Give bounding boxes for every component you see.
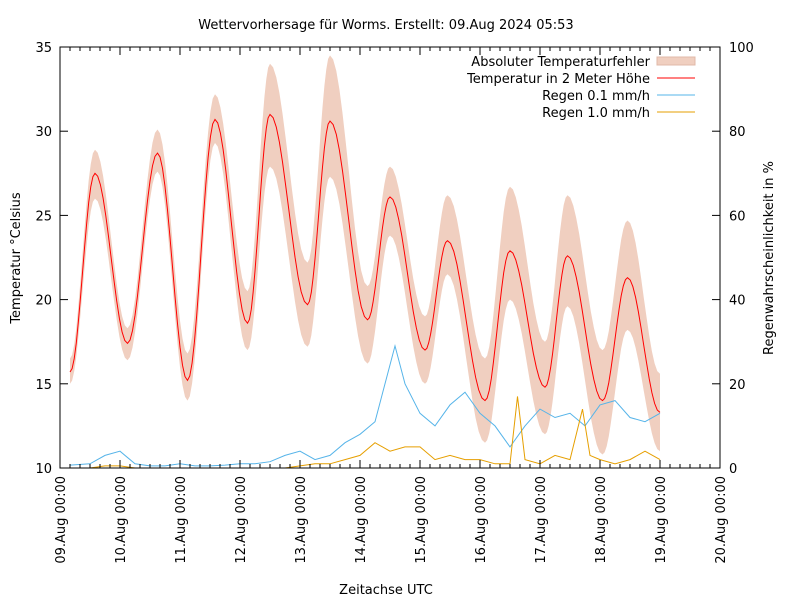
rain-1-0-line xyxy=(70,396,661,469)
y2-tick-label: 100 xyxy=(729,41,754,56)
x-tick-label: 18.Aug 00:00 xyxy=(594,476,609,564)
y-tick-label: 35 xyxy=(35,41,52,56)
x-tick-label: 19.Aug 00:00 xyxy=(654,476,669,564)
chart-title: Wettervorhersage für Worms. Erstellt: 09… xyxy=(198,18,573,33)
y2-tick-label: 80 xyxy=(729,125,746,140)
x-tick-label: 20.Aug 00:00 xyxy=(714,476,729,564)
temperature-line xyxy=(69,113,661,413)
legend-label: Absoluter Temperaturfehler xyxy=(471,55,650,70)
axes: 09.Aug 00:00 10.Aug 00:00 11.Aug 00:00 12.A… xyxy=(35,41,753,564)
x-tick-label: 09.Aug 00:00 xyxy=(54,476,69,564)
x-axis-label: Zeitachse UTC xyxy=(339,583,433,598)
y-tick-label: 20 xyxy=(35,294,52,309)
y2-tick-label: 0 xyxy=(729,462,737,477)
y2-tick-label: 40 xyxy=(729,294,746,309)
legend: Absoluter Temperaturfehler Temperatur in … xyxy=(466,55,696,121)
y2-tick-label: 60 xyxy=(729,209,746,224)
x-tick-label: 15.Aug 00:00 xyxy=(414,476,429,564)
rain-0-1-line xyxy=(69,343,661,467)
legend-label: Regen 0.1 mm/h xyxy=(542,89,650,104)
legend-label: Temperatur in 2 Meter Höhe xyxy=(466,72,650,87)
x-tick-label: 11.Aug 00:00 xyxy=(174,476,189,564)
x-tick-label: 12.Aug 00:00 xyxy=(234,476,249,564)
temperature-error-band xyxy=(70,55,660,455)
y2-axis-label: Regenwahrscheinlichkeit in % xyxy=(762,161,777,355)
y-axis-label: Temperatur °Celsius xyxy=(9,192,24,325)
y-tick-label: 30 xyxy=(35,125,52,140)
x-tick-label: 10.Aug 00:00 xyxy=(114,476,129,564)
legend-label: Regen 1.0 mm/h xyxy=(542,106,650,121)
y-tick-label: 25 xyxy=(35,209,52,224)
y2-tick-label: 20 xyxy=(729,378,746,393)
y-tick-label: 10 xyxy=(35,462,52,477)
legend-swatch-band xyxy=(656,56,696,66)
x-tick-label: 13.Aug 00:00 xyxy=(294,476,309,564)
y-tick-label: 15 xyxy=(35,378,52,393)
x-tick-label: 16.Aug 00:00 xyxy=(474,476,489,564)
x-tick-label: 14.Aug 00:00 xyxy=(354,476,369,564)
x-tick-label: 17.Aug 00:00 xyxy=(534,476,549,564)
